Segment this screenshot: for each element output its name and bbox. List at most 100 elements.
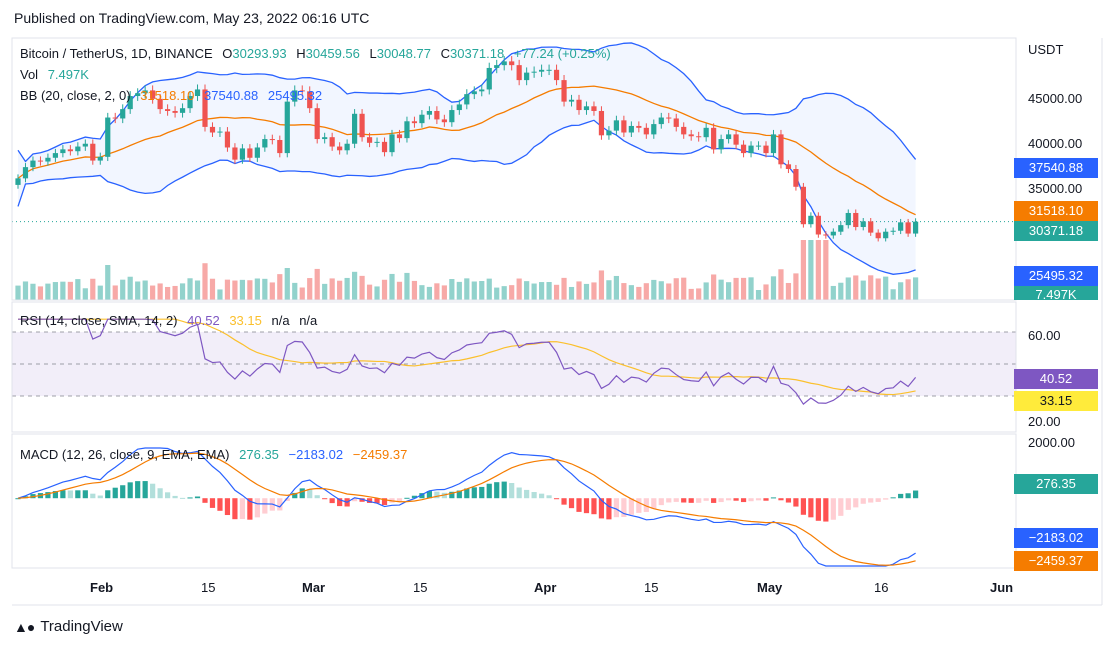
macd-histogram-bar: [583, 498, 590, 514]
candle-body: [239, 148, 245, 160]
volume-bar: [97, 285, 103, 300]
volume-bar: [254, 278, 260, 300]
macd-histogram-bar: [553, 498, 560, 500]
candle-body: [82, 143, 88, 147]
macd-histogram-bar: [120, 485, 126, 499]
candle-body: [733, 134, 739, 145]
candle-body: [194, 89, 201, 97]
candle-body: [22, 167, 29, 179]
volume-bar: [696, 288, 702, 300]
macd-histogram-bar: [224, 498, 231, 516]
volume-bar: [628, 285, 634, 300]
macd-histogram-bar: [150, 483, 156, 499]
macd-histogram-bar: [426, 491, 432, 499]
rsi-band-fill: [12, 332, 1016, 396]
macd-histogram-bar: [568, 498, 575, 509]
candle-body: [793, 169, 799, 187]
candle-body: [15, 178, 21, 185]
candle-body: [591, 106, 597, 111]
volume-bar: [808, 240, 814, 300]
macd-hist-badge: 276.35: [1014, 474, 1098, 494]
macd-histogram-bar: [479, 486, 485, 499]
rsi-pane: [12, 318, 1016, 406]
macd-badge: −2183.02: [1014, 528, 1098, 548]
high-label: H: [296, 46, 306, 61]
macd-histogram-bar: [546, 495, 552, 499]
candle-body: [150, 90, 156, 99]
macd-histogram-bar: [381, 498, 388, 505]
volume-bar: [187, 278, 193, 300]
volume-bar: [479, 281, 485, 300]
candle-body: [703, 127, 709, 138]
candle-body: [127, 96, 133, 110]
macd-histogram-bar: [621, 498, 627, 517]
volume-bar: [284, 268, 290, 300]
candle-body: [299, 90, 305, 92]
rsi-ma-line: [18, 318, 916, 396]
candle-body: [830, 231, 836, 236]
candle-body: [254, 147, 260, 158]
candles: [15, 56, 919, 242]
symbol-name: Bitcoin / TetherUS, 1D, BINANCE: [20, 46, 213, 61]
volume-bar: [815, 240, 821, 300]
candle-body: [860, 221, 866, 228]
candle-body: [576, 99, 582, 111]
volume-bar: [561, 277, 567, 300]
candle-body: [172, 110, 178, 113]
candle-body: [322, 137, 328, 140]
macd-histogram-bar: [643, 498, 649, 512]
volume-bar: [531, 283, 537, 300]
macd-tick-2000: 2000.00: [1028, 435, 1075, 450]
candle-body: [546, 69, 552, 71]
volume-bar: [239, 279, 245, 300]
volume-bar: [516, 278, 522, 300]
candle-body: [651, 124, 657, 135]
price-tick-45000: 45000.00: [1028, 91, 1083, 106]
bb-basis-line: [17, 85, 916, 216]
volume-bar: [770, 276, 777, 300]
volume-bar: [352, 271, 358, 300]
volume-bar: [853, 275, 859, 300]
candle-body: [456, 104, 462, 111]
macd-histogram-bar: [628, 498, 634, 515]
candle-body: [426, 110, 432, 115]
volume-bar: [307, 278, 313, 300]
bb-label: BB (20, close, 2, 0): [20, 88, 131, 103]
macd-histogram-bar: [187, 497, 193, 499]
volume-bar: [112, 285, 118, 300]
macd-histogram-bar: [808, 498, 814, 518]
volume-bar: [494, 287, 500, 300]
x-label-feb-15: 15: [201, 580, 216, 595]
rsi-value: 40.52: [187, 313, 220, 328]
macd-histogram-bar: [449, 491, 455, 499]
volume-bar: [905, 279, 911, 300]
candle-body: [112, 117, 118, 119]
macd-histogram-bar: [883, 498, 889, 500]
volume-bar: [179, 283, 186, 300]
x-label-mar: Mar: [302, 580, 326, 595]
x-label-mar-15: 15: [413, 580, 428, 595]
open-value: 30293.93: [232, 46, 287, 61]
macd-histogram-bar: [860, 498, 866, 504]
volume-bar: [434, 283, 440, 300]
candle-body: [262, 139, 268, 148]
volume-bar: [673, 278, 679, 300]
macd-histogram-bar: [913, 490, 919, 499]
macd-legend: MACD (12, 26, close, 9, EMA, EMA) 276.35…: [20, 447, 413, 462]
macd-histogram-bar: [52, 491, 58, 499]
candle-body: [97, 156, 103, 161]
volume-bar: [22, 281, 29, 300]
volume-bar: [598, 270, 605, 300]
volume-bar: [613, 275, 619, 300]
macd-histogram-bar: [494, 482, 500, 499]
volume-bar: [666, 283, 672, 300]
macd-histogram-bar: [277, 498, 283, 511]
candle-body: [120, 109, 126, 119]
volume-bar: [643, 283, 649, 300]
volume-bar: [838, 282, 844, 300]
candle-body: [292, 90, 298, 102]
volume-bar: [546, 282, 552, 300]
macd-histogram-bar: [875, 498, 881, 502]
macd-histogram-bar: [456, 490, 462, 499]
macd-histogram-bar: [396, 498, 403, 502]
